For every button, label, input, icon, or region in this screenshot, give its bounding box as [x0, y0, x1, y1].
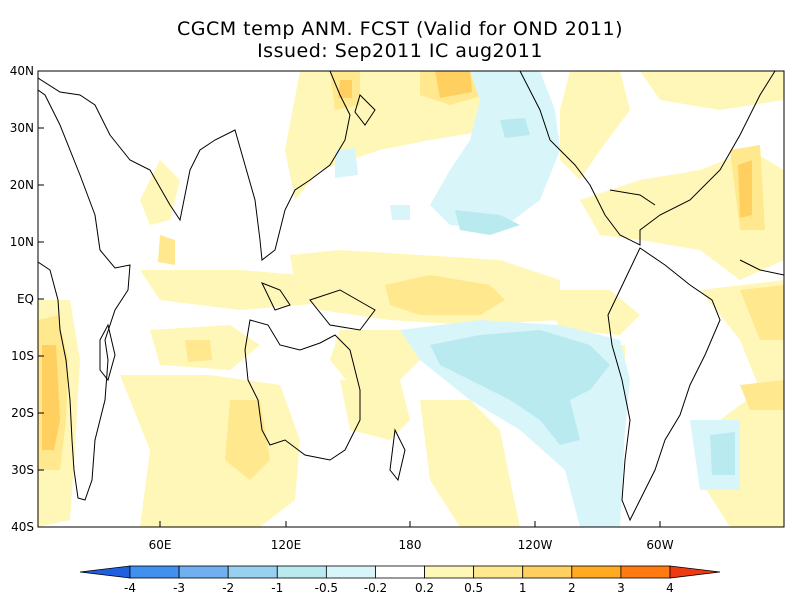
coastline-australia	[244, 319, 361, 461]
anomaly-indian-south-strong	[225, 400, 270, 480]
anomaly-pacific-cool-small	[500, 118, 530, 138]
anomaly-pacific-40n-strong	[435, 71, 472, 98]
lat-label: 40N	[10, 64, 34, 78]
colorbar-label: 1	[519, 581, 527, 595]
colorbar-label: -0.2	[364, 581, 387, 595]
anomaly-japan-strong	[338, 80, 352, 98]
anomaly-arabian-sea	[140, 160, 180, 225]
coastline-new-guinea	[309, 289, 376, 331]
lat-label: 20N	[10, 178, 34, 192]
colorbar-cell	[129, 565, 180, 579]
anomaly-gulf-guinea	[740, 285, 784, 340]
colorbar-cell	[522, 565, 573, 579]
coastline-eurasia	[38, 71, 351, 261]
anomaly-north-pacific-cool-strong	[455, 210, 520, 235]
anomaly-atlantic-north	[580, 150, 784, 280]
colorbar-label: 2	[568, 581, 576, 595]
coastline-north-america	[519, 71, 776, 246]
coastline-borneo	[260, 282, 291, 311]
lat-label: EQ	[17, 292, 34, 306]
colorbar-label: 4	[666, 581, 674, 595]
coastline-caribbean	[609, 189, 656, 206]
anomaly-east-pacific-eq	[545, 290, 640, 335]
anomaly-cool-small-2	[390, 205, 410, 220]
colorbar-cell	[79, 565, 131, 579]
colorbar-label: -3	[173, 581, 185, 595]
anomaly-central-pacific-eq	[385, 275, 505, 315]
lat-label: 20S	[11, 406, 34, 420]
colorbar-label: -0.5	[315, 581, 338, 595]
colorbar-label: 0.5	[464, 581, 483, 595]
coastline-west-africa	[739, 259, 784, 276]
anomaly-shading	[38, 71, 784, 527]
anomaly-benguela	[42, 345, 60, 450]
anomaly-gulf-stream-strong	[738, 160, 752, 218]
lon-label: 120W	[518, 538, 553, 552]
map-title: CGCM temp ANM. FCST (Valid for OND 2011)	[176, 18, 624, 40]
lat-label: 30N	[10, 121, 34, 135]
anomaly-south-atlantic-cool-strong	[710, 432, 735, 475]
anomaly-north-america	[560, 71, 630, 180]
colorbar-label: -1	[271, 581, 283, 595]
lat-label: 10N	[10, 235, 34, 249]
coastline-south-america	[607, 247, 721, 522]
coastlines	[38, 71, 784, 522]
coastline-japan	[354, 94, 376, 126]
coastline-africa	[38, 89, 131, 501]
colorbar-cell	[669, 565, 721, 579]
colorbar-label: -4	[124, 581, 136, 595]
lon-label: 180	[399, 538, 422, 552]
anomaly-indian-small	[185, 340, 212, 362]
lon-label: 60E	[149, 538, 172, 552]
colorbar-label: 3	[617, 581, 625, 595]
colorbar-cell	[325, 565, 376, 579]
lon-label: 60W	[646, 538, 673, 552]
colorbar: -4 -3 -2 -1 -0.5 -0.2 0.2 0.5 1 2 3 4	[79, 565, 721, 595]
lat-label: 40S	[11, 520, 34, 534]
map-subtitle: Issued: Sep2011 IC aug2011	[257, 40, 543, 62]
colorbar-label: -2	[222, 581, 234, 595]
colorbar-cell	[571, 565, 622, 579]
anomaly-arabian-small	[158, 235, 175, 265]
lon-label: 120E	[271, 538, 302, 552]
colorbar-cell	[375, 565, 425, 579]
anomaly-cool-small-1	[335, 148, 358, 178]
colorbar-cell	[424, 565, 475, 579]
colorbar-label: 0.2	[415, 581, 434, 595]
colorbar-cell	[473, 565, 524, 579]
coastline-madagascar	[99, 323, 116, 382]
colorbar-cell	[227, 565, 278, 579]
colorbar-cell	[620, 565, 671, 579]
longitude-axis: 60E 120E 180 120W 60W	[149, 521, 674, 552]
anomaly-south-atlantic-strong	[740, 380, 784, 410]
anomaly-south-pacific	[420, 400, 520, 527]
anomaly-north-pacific-cool	[430, 71, 560, 230]
anomaly-atlantic-40n	[640, 71, 784, 110]
coastline-new-zealand	[389, 428, 406, 482]
colorbar-cell	[276, 565, 327, 579]
latitude-axis: 40N 30N 20N 10N EQ 10S 20S 30S 40S	[10, 64, 44, 534]
lat-label: 30S	[11, 463, 34, 477]
lat-label: 10S	[11, 349, 34, 363]
colorbar-cell	[178, 565, 229, 579]
anomaly-south-pacific-cool-strong	[430, 330, 610, 445]
